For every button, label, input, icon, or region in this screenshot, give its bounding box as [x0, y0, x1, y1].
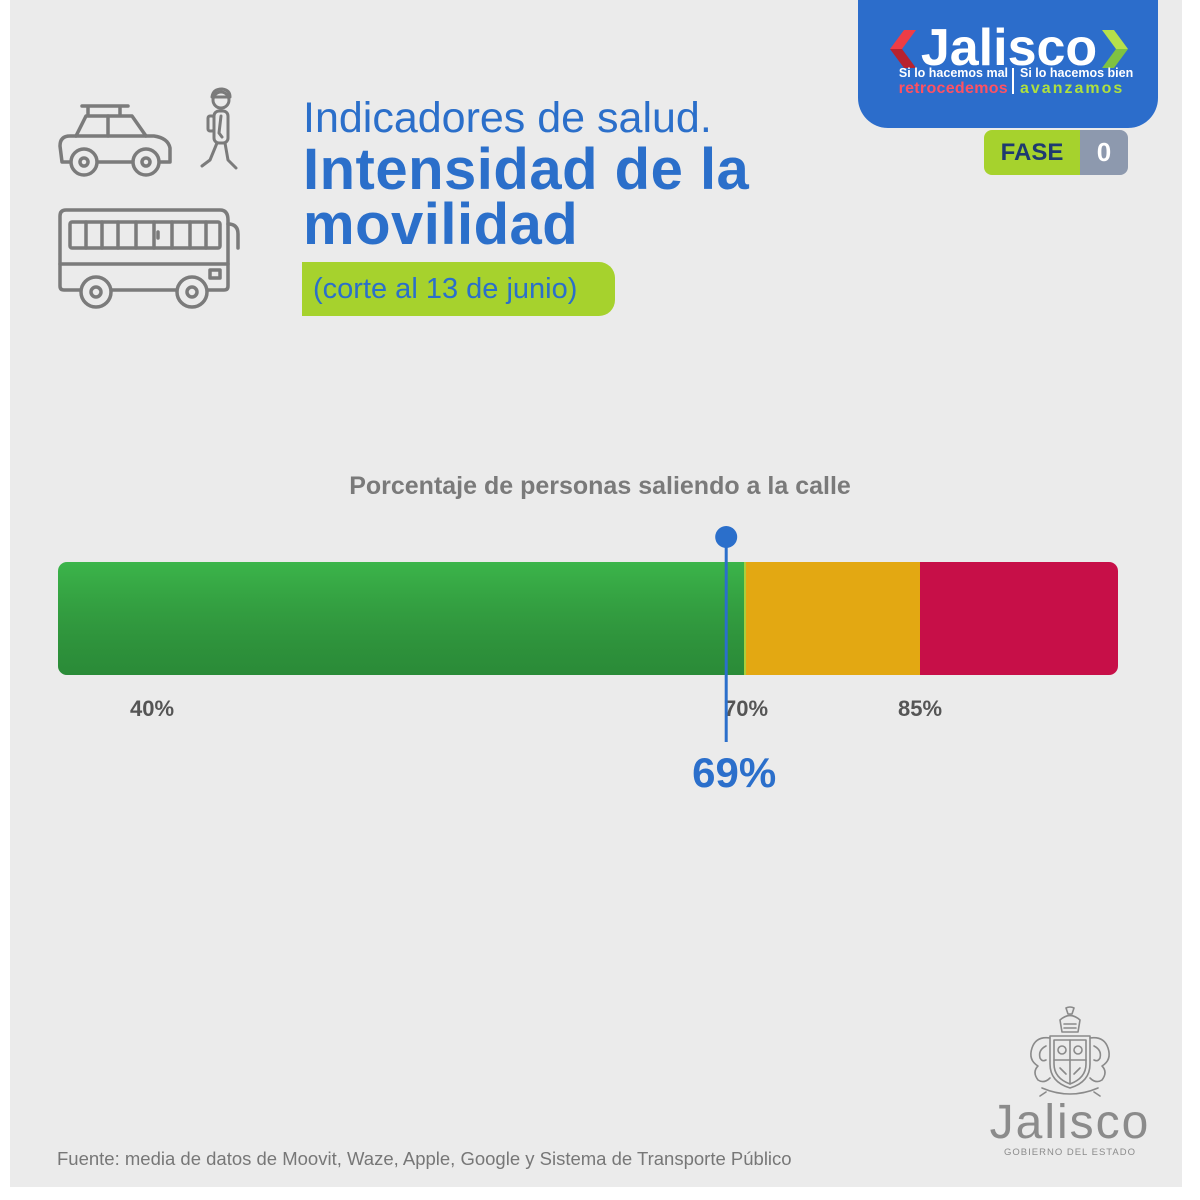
chevron-left-icon — [890, 30, 916, 68]
phase-number: 0 — [1080, 130, 1128, 175]
bar-segment-shade — [58, 562, 746, 675]
brand-badge: Jalisco Si lo hacemos mal retrocedemos S… — [858, 0, 1158, 128]
footer-brand-subtitle: GOBIERNO DEL ESTADO — [1004, 1147, 1136, 1158]
tick-labels: 40% 70% 85% — [130, 696, 942, 721]
car-icon — [56, 100, 176, 180]
tick-label: 85% — [898, 696, 942, 721]
bar-segments — [58, 562, 1118, 675]
bar-segment — [920, 562, 1118, 675]
marker-dot — [715, 526, 738, 548]
tick-label: 40% — [130, 696, 174, 721]
page-title-line-1: Intensidad de la — [303, 137, 750, 202]
mobility-bar-chart: 40% 70% 85% 69% — [58, 526, 1118, 796]
footer-brand-name: Jalisco — [989, 1096, 1151, 1149]
bar-segment — [746, 562, 920, 675]
tick-label: 70% — [724, 696, 768, 721]
chevron-right-icon — [1102, 30, 1128, 68]
badge-brand-name: Jalisco — [920, 19, 1098, 77]
page-subtitle: Indicadores de salud. — [303, 94, 712, 142]
coat-of-arms-icon — [1026, 1006, 1114, 1107]
slogan-divider — [1012, 68, 1014, 94]
slogan-left-top: Si lo hacemos mal — [898, 66, 1008, 80]
cutoff-date-text: (corte al 13 de junio) — [313, 273, 578, 305]
source-note: Fuente: media de datos de Moovit, Waze, … — [57, 1148, 792, 1169]
page-title-line-2: movilidad — [303, 192, 579, 257]
pedestrian-icon — [196, 86, 242, 178]
slogan-right-bottom: avanzamos — [1020, 80, 1125, 97]
marker-value-label: 69% — [692, 749, 776, 796]
chart-title: Porcentaje de personas saliendo a la cal… — [349, 472, 851, 500]
slogan-right: Si lo hacemos bien avanzamos — [1020, 66, 1152, 97]
slogan-left: Si lo hacemos mal retrocedemos — [876, 66, 1008, 97]
value-marker: 69% — [692, 526, 776, 796]
cutoff-date-box: (corte al 13 de junio) — [302, 262, 615, 316]
slogan-right-top: Si lo hacemos bien — [1020, 66, 1134, 80]
bus-icon — [56, 206, 242, 312]
slogan-left-bottom: retrocedemos — [898, 80, 1008, 97]
phase-label: FASE — [984, 130, 1080, 175]
